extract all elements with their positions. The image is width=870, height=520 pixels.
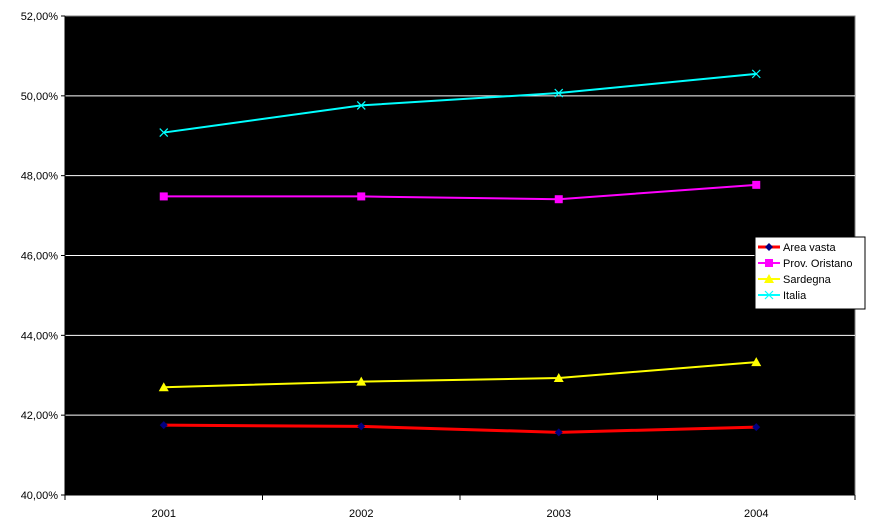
data-point-italia — [356, 100, 366, 110]
series-italia — [159, 69, 761, 137]
series-line-prov-oristano — [163, 183, 757, 201]
legend-marker — [764, 274, 774, 283]
legend-entry-area-vasta: Area vasta — [758, 242, 836, 254]
gridlines — [65, 95, 855, 416]
y-tick-label: 44,00% — [21, 330, 59, 342]
marker-stroke — [159, 128, 169, 137]
legend-entry-sardegna: Sardegna — [758, 274, 832, 286]
series-line-area-vasta — [163, 423, 757, 434]
x-tick-label: 2003 — [547, 508, 571, 520]
series-layer — [158, 69, 762, 437]
legend-marker — [764, 290, 774, 300]
y-tick-label: 40,00% — [21, 490, 59, 502]
legend-entry-italia: Italia — [758, 290, 807, 302]
y-axis: 40,00% 42,00% 44,00% 46,00% 48,00% 50,00% 52,0… — [21, 11, 66, 502]
legend-label: Area vasta — [783, 242, 836, 254]
legend-box — [754, 236, 866, 310]
series-area-vasta — [159, 421, 761, 437]
legend-label: Italia — [783, 290, 807, 302]
data-point-prov-oristano — [159, 192, 168, 201]
data-point-italia — [751, 69, 761, 79]
marker-stroke — [356, 100, 366, 110]
data-point-sardegna — [158, 382, 169, 392]
legend-label: Prov. Oristano — [783, 258, 853, 270]
x-tick-label: 2001 — [152, 508, 176, 520]
legend-entry-prov-oristano: Prov. Oristano — [758, 258, 853, 270]
marker-stroke — [554, 88, 564, 98]
data-point-area-vasta — [554, 428, 563, 437]
series-sardegna — [158, 357, 762, 392]
data-point-prov-oristano — [357, 192, 366, 201]
data-point-prov-oristano — [554, 195, 563, 204]
y-tick-label: 52,00% — [21, 11, 59, 23]
data-point-prov-oristano — [752, 180, 761, 189]
legend-label: Sardegna — [783, 274, 832, 286]
data-point-sardegna — [751, 357, 762, 367]
data-point-sardegna — [553, 373, 564, 383]
data-point-italia — [554, 88, 564, 98]
data-point-sardegna — [356, 376, 367, 386]
data-point-area-vasta — [357, 422, 366, 431]
y-tick-label: 48,00% — [21, 171, 59, 183]
data-point-italia — [159, 128, 169, 137]
legend-marker — [765, 259, 773, 267]
x-tick-label: 2002 — [349, 508, 373, 520]
marker-stroke — [751, 69, 761, 79]
y-tick-label: 50,00% — [21, 91, 59, 103]
series-prov-oristano — [159, 180, 761, 204]
y-tick-label: 42,00% — [21, 410, 59, 422]
data-point-area-vasta — [752, 423, 761, 432]
x-tick-label: 2004 — [744, 508, 768, 520]
x-axis: 2001 2002 2003 2004 — [64, 494, 856, 520]
data-point-area-vasta — [159, 421, 168, 430]
legend: Area vasta Prov. Oristano Sardegna Italia — [754, 236, 866, 310]
marker-stroke — [764, 290, 774, 300]
legend-marker — [765, 243, 773, 251]
y-tick-label: 46,00% — [21, 251, 59, 263]
series-line-sardegna — [163, 361, 757, 389]
series-line-italia — [163, 72, 757, 134]
